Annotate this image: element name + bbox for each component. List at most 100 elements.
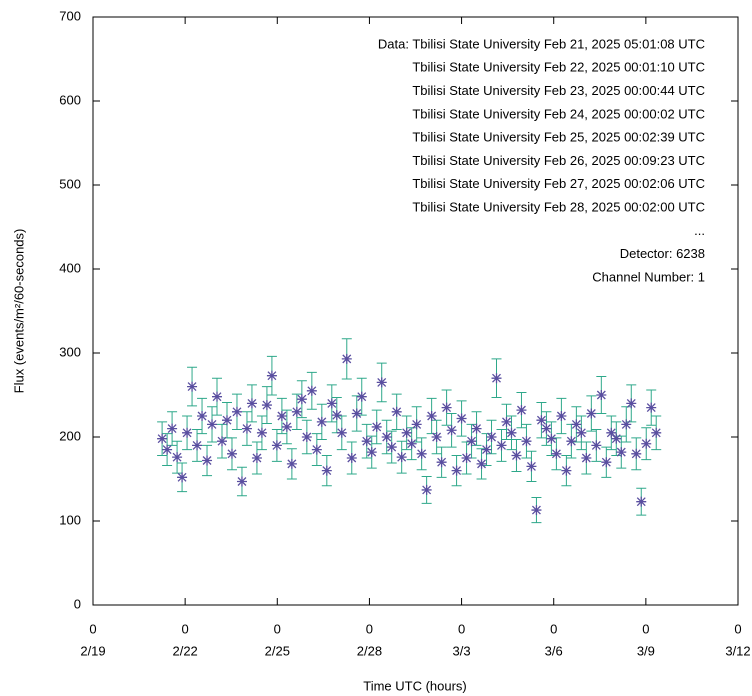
error-cap (516, 391, 527, 429)
x-tick-label: 0 (550, 621, 557, 636)
marker (586, 408, 597, 419)
error-cap (646, 389, 657, 426)
marker (421, 484, 432, 495)
x-tick-label: 0 (642, 621, 649, 636)
marker (461, 453, 472, 463)
error-cap (446, 412, 457, 448)
error-cap (391, 393, 402, 430)
error-cap (172, 440, 183, 474)
marker (192, 440, 203, 451)
marker (296, 394, 307, 405)
error-cap (581, 441, 592, 475)
x-tick-label: 0 (89, 621, 96, 636)
error-cap (361, 423, 372, 459)
error-cap (406, 427, 417, 461)
marker (386, 442, 397, 453)
marker (496, 440, 507, 451)
marker (621, 419, 632, 430)
marker (321, 465, 332, 476)
marker (336, 427, 347, 438)
error-cap (501, 403, 512, 441)
marker (506, 427, 517, 438)
marker (197, 411, 208, 421)
y-tick-label: 600 (59, 92, 81, 107)
y-tick-label: 100 (59, 512, 81, 527)
marker (636, 496, 647, 507)
error-cap (636, 487, 647, 516)
annotation: Tbilisi State University Feb 28, 2025 00… (412, 200, 705, 215)
error-cap (162, 433, 173, 467)
error-cap (426, 397, 437, 435)
marker (162, 444, 173, 455)
marker (381, 432, 392, 442)
marker (182, 427, 193, 438)
x-tick-date: 2/28 (357, 643, 382, 658)
plot-frame (92, 16, 739, 606)
y-tick-label: 200 (59, 428, 81, 443)
marker (571, 419, 582, 430)
marker (481, 444, 492, 455)
x-tick-date: 2/25 (265, 643, 290, 658)
marker (551, 448, 562, 459)
marker (446, 425, 457, 436)
error-cap (261, 386, 272, 425)
x-tick-label: 0 (366, 621, 373, 636)
marker (326, 398, 337, 409)
x-tick-label: 0 (182, 621, 189, 636)
y-axis-label: Flux (events/m²/60-seconds) (11, 229, 26, 394)
error-cap (431, 419, 442, 455)
annotation: Channel Number: 1 (592, 269, 705, 284)
error-cap (601, 446, 612, 478)
marker (411, 419, 422, 430)
marker (601, 457, 612, 468)
error-cap (451, 454, 462, 487)
error-cap (536, 402, 547, 439)
error-cap (386, 430, 397, 464)
error-cap (436, 446, 447, 478)
error-cap (236, 466, 247, 497)
error-cap (286, 448, 297, 480)
marker (351, 408, 362, 419)
x-tick-label: 0 (274, 621, 281, 636)
error-cap (251, 441, 262, 475)
annotation: Tbilisi State University Feb 27, 2025 00… (412, 176, 705, 191)
marker (576, 427, 587, 438)
marker (416, 448, 427, 459)
x-tick-label: 0 (734, 621, 741, 636)
marker (246, 398, 257, 409)
marker (212, 391, 223, 402)
marker (561, 465, 572, 476)
y-tick-label: 400 (59, 260, 81, 275)
marker (611, 433, 622, 444)
error-cap (177, 462, 188, 493)
y-tick-label: 0 (74, 596, 81, 611)
marker (256, 427, 267, 438)
error-cap (346, 441, 357, 475)
marker (511, 450, 522, 461)
error-cap (561, 454, 572, 487)
marker (202, 455, 213, 466)
error-cap (341, 338, 352, 380)
marker (341, 353, 352, 364)
error-cap (226, 437, 237, 471)
error-cap (207, 406, 218, 443)
y-tick-label: 700 (59, 8, 81, 23)
marker (177, 472, 188, 483)
annotation: Tbilisi State University Feb 22, 2025 00… (412, 60, 705, 75)
x-tick-date: 2/19 (80, 643, 105, 658)
marker (356, 391, 367, 402)
marker (396, 452, 407, 463)
marker (172, 452, 183, 463)
error-cap (641, 427, 652, 461)
marker (521, 436, 532, 447)
marker (167, 423, 178, 434)
error-cap (441, 389, 452, 426)
annotation: Data: Tbilisi State University Feb 21, 2… (378, 36, 705, 51)
error-cap (591, 428, 602, 462)
error-cap (192, 428, 203, 462)
error-cap (491, 358, 502, 399)
error-cap (631, 437, 642, 471)
error-cap (511, 439, 522, 472)
annotation: Tbilisi State University Feb 25, 2025 00… (412, 130, 705, 145)
